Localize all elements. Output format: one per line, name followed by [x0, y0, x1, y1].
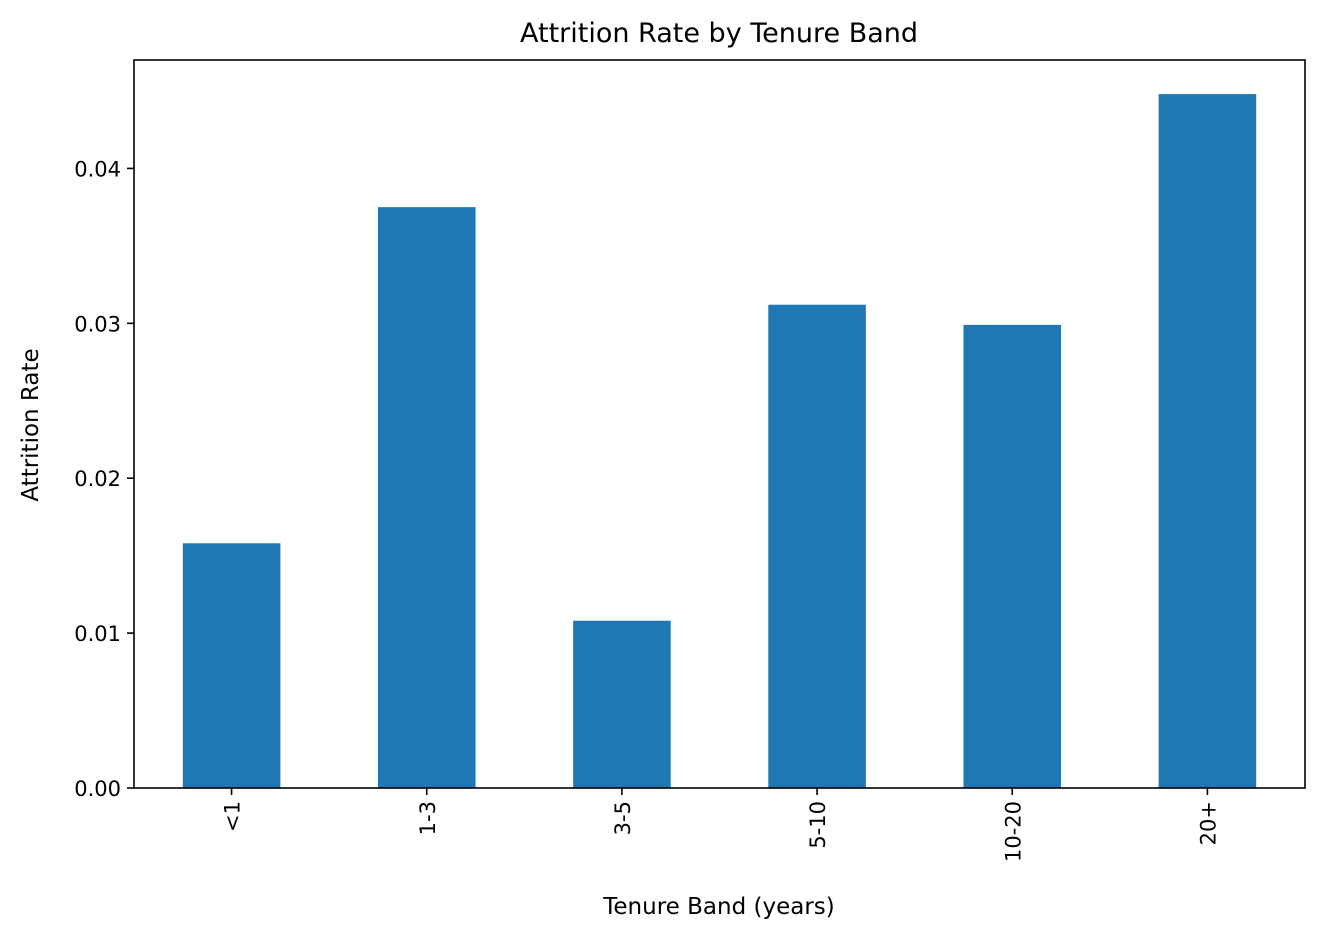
x-tick-label-1: 1-3: [416, 801, 440, 835]
x-tick-label-0: <1: [221, 801, 245, 832]
x-tick-label-4: 10-20: [1001, 801, 1025, 862]
bar-4: [963, 324, 1062, 788]
bar-0: [182, 543, 281, 788]
x-tick-label-2: 3-5: [611, 801, 635, 835]
y-tick-label-1: 0.01: [74, 622, 121, 646]
bar-1: [377, 207, 476, 788]
x-tick-label-5: 20+: [1196, 801, 1220, 845]
x-tick-label-3: 5-10: [806, 801, 830, 849]
y-tick-label-4: 0.04: [74, 157, 121, 181]
bar-5: [1158, 94, 1257, 788]
chart-title: Attrition Rate by Tenure Band: [520, 18, 918, 49]
bar-3: [768, 304, 866, 788]
plot-frame: [133, 59, 1306, 789]
y-tick-label-2: 0.02: [74, 467, 121, 491]
y-tick-label-3: 0.03: [74, 312, 121, 336]
bars-layer: [182, 94, 1257, 788]
axes-layer: 0.00 0.01 0.02 0.03 0.04 <1 1-3 3-5 5-10 10-20 20+: [74, 59, 1306, 862]
x-axis-label: Tenure Band (years): [602, 894, 834, 920]
y-tick-label-0: 0.00: [74, 777, 121, 801]
bar-2: [573, 620, 671, 788]
y-axis-label: Attrition Rate: [18, 348, 44, 501]
